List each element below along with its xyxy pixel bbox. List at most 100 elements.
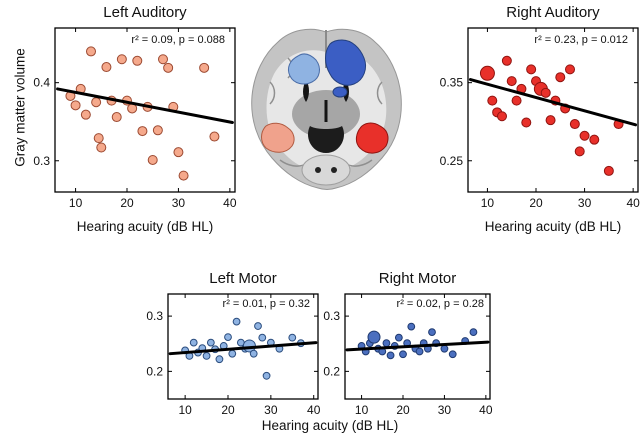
data-point (70, 100, 81, 111)
x-tick-label: 20 (120, 196, 134, 210)
stat-annotation-right-motor: r² = 0.02, p = 0.28 (396, 298, 484, 310)
data-point (206, 338, 215, 347)
x-tick-label: 40 (479, 403, 493, 417)
y-tick-label: 0.2 (323, 364, 340, 378)
data-point (147, 154, 158, 165)
x-tick-label: 20 (221, 403, 235, 417)
data-point (603, 165, 614, 176)
data-point (93, 133, 104, 144)
data-point (545, 115, 556, 126)
data-point (579, 130, 590, 141)
right-auditory-plot-canvas: 10 20 30 40 0.25 0.35 (440, 27, 640, 210)
data-point (440, 344, 449, 353)
stat-annotation-right-auditory: r² = 0.23, p = 0.012 (534, 34, 628, 46)
data-point (258, 333, 267, 342)
x-tick-label: 40 (223, 196, 237, 210)
axes-box (54, 27, 236, 193)
data-point (224, 333, 232, 342)
x-tick-label: 30 (438, 403, 452, 417)
data-point (511, 95, 522, 106)
data-point (80, 109, 91, 120)
data-point (202, 351, 211, 360)
fit-line (468, 78, 638, 127)
left-motor-plot-canvas: 10 20 30 40 0.2 0.3 (146, 293, 321, 417)
data-point (497, 111, 507, 122)
data-point (116, 54, 127, 65)
data-point (448, 350, 457, 359)
plot-title-right-auditory: Right Auditory (506, 4, 600, 21)
brainstem (301, 154, 351, 186)
brainstem-nucleus (331, 167, 337, 173)
x-tick-label: 40 (307, 403, 321, 417)
x-tick-label: 30 (578, 196, 592, 210)
x-tick-label: 10 (178, 403, 192, 417)
plot-title-left-auditory: Left Auditory (103, 4, 187, 21)
x-axis-label-shared: Hearing acuity (dB HL) (261, 418, 399, 433)
x-tick-label: 10 (69, 196, 83, 210)
sulcus (376, 81, 383, 105)
y-tick-label: 0.3 (33, 154, 50, 168)
data-point (589, 134, 600, 145)
data-point (569, 119, 580, 130)
data-point (407, 322, 416, 331)
y-tick-label: 0.4 (33, 76, 50, 90)
data-point (228, 349, 237, 358)
right-motor-plot-canvas: 10 20 30 40 0.2 0.3 (323, 293, 493, 417)
fit-line (168, 341, 318, 356)
data-point (199, 62, 210, 73)
data-point (158, 54, 168, 65)
left-motor-region (287, 53, 320, 85)
data-point (111, 112, 122, 123)
plot-right-motor: Right Motor 10 20 30 40 0.2 0.3 r² = 0.02, p … (309, 268, 496, 426)
x-tick-label: 10 (355, 403, 369, 417)
right-motor-region (325, 39, 367, 86)
y-tick-label: 0.2 (146, 364, 163, 378)
plot-right-auditory: Right Auditory 10 20 30 40 0.25 0.35 r² = 0.2… (432, 2, 640, 234)
x-tick-label: 10 (481, 196, 495, 210)
fit-line (56, 87, 234, 124)
data-point (394, 333, 403, 342)
axes-box (467, 27, 639, 193)
stat-annotation-left-auditory: r² = 0.09, p = 0.088 (131, 34, 225, 46)
plot-title-left-motor: Left Motor (209, 270, 277, 287)
sulcus (269, 81, 276, 105)
x-axis-label-right-auditory: Hearing acuity (dB HL) (484, 219, 622, 234)
x-tick-label: 30 (172, 196, 186, 210)
data-point (86, 46, 96, 57)
data-point (178, 170, 189, 181)
data-point (501, 55, 512, 66)
y-tick-label: 0.3 (146, 309, 163, 323)
data-point (521, 117, 532, 128)
data-point (96, 142, 107, 153)
data-point (565, 64, 575, 75)
data-point (91, 97, 102, 108)
data-point (262, 371, 271, 380)
third-ventricle (324, 100, 328, 122)
y-tick-label: 0.35 (440, 76, 464, 90)
left-auditory-plot-canvas: 10 20 30 40 0.3 0.4 (33, 27, 237, 210)
data-point (487, 95, 498, 106)
data-point (209, 131, 220, 142)
data-point (415, 347, 424, 356)
data-point (249, 349, 258, 358)
data-point (132, 55, 143, 66)
data-point (540, 87, 551, 98)
plot-title-right-motor: Right Motor (378, 270, 457, 287)
right-motor-region-lower (332, 86, 348, 98)
brain-coronal-slice (251, 28, 402, 190)
data-point (574, 146, 585, 157)
x-tick-label: 40 (626, 196, 640, 210)
x-tick-label: 30 (264, 403, 278, 417)
data-point (288, 333, 297, 342)
fit-line (345, 340, 490, 352)
data-point (189, 338, 198, 347)
data-point (469, 328, 478, 337)
data-point (526, 64, 537, 75)
axes-box (167, 293, 319, 400)
data-point (506, 76, 517, 87)
y-tick-label: 0.25 (440, 154, 464, 168)
x-tick-label: 20 (529, 196, 543, 210)
data-point (399, 350, 407, 359)
brainstem-nucleus (315, 167, 321, 173)
data-point (386, 351, 395, 360)
